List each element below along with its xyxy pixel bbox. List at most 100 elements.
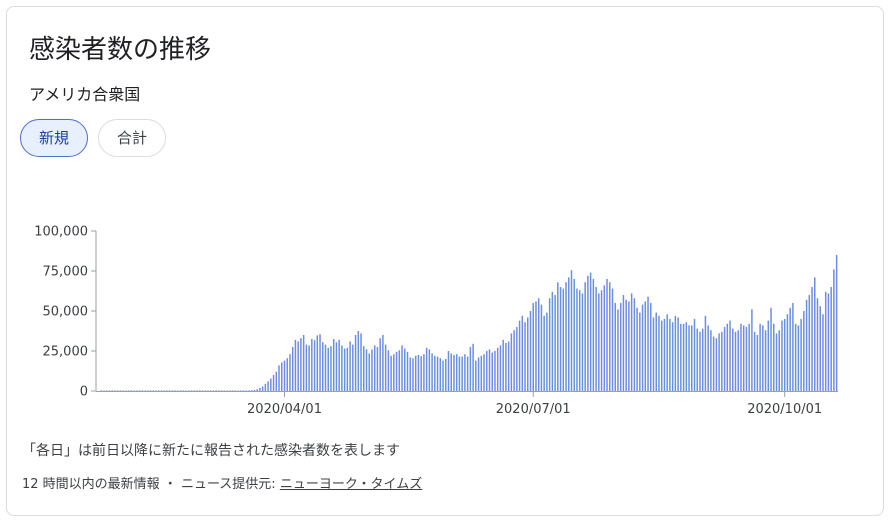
- bar: [671, 322, 674, 391]
- bar: [781, 320, 783, 391]
- bar: [641, 304, 644, 391]
- bar: [587, 275, 589, 391]
- bar: [398, 350, 401, 391]
- bar: [609, 282, 611, 391]
- bar: [111, 390, 114, 391]
- bar: [387, 350, 390, 391]
- bar: [382, 335, 384, 391]
- bar: [182, 390, 185, 391]
- bar: [431, 353, 433, 391]
- bar: [581, 293, 584, 391]
- bar: [568, 277, 570, 391]
- bar: [472, 343, 474, 391]
- bar: [759, 323, 761, 391]
- bar: [540, 304, 543, 391]
- bar: [291, 347, 294, 391]
- bar: [393, 354, 395, 391]
- bar: [737, 330, 739, 391]
- x-tick-label: 2020/04/01: [247, 402, 322, 417]
- bar: [229, 390, 231, 391]
- bar: [390, 355, 392, 391]
- bar: [499, 345, 502, 391]
- bar: [215, 390, 217, 391]
- bar: [360, 333, 362, 391]
- bar: [450, 353, 452, 391]
- bar: [622, 295, 625, 391]
- bar: [789, 307, 791, 391]
- bar: [712, 336, 715, 391]
- bar: [603, 285, 606, 391]
- bar: [655, 312, 657, 391]
- bar: [114, 390, 116, 391]
- bar: [723, 327, 726, 391]
- y-tick-label: 50,000: [43, 305, 89, 320]
- bar: [669, 319, 671, 391]
- y-tick-label: 75,000: [43, 265, 89, 280]
- bar: [518, 320, 521, 391]
- y-axis: 0 25,000 50,000 75,000 100,000: [34, 225, 97, 400]
- bar: [516, 327, 518, 391]
- bar: [425, 347, 428, 391]
- bar: [185, 390, 187, 391]
- bar: [294, 339, 297, 391]
- bar: [253, 389, 256, 391]
- bar: [231, 390, 234, 391]
- bar: [808, 295, 811, 391]
- bar: [201, 390, 204, 391]
- bar: [242, 390, 245, 391]
- bar: [614, 303, 616, 391]
- bar: [729, 320, 731, 391]
- bar: [663, 319, 666, 391]
- bar: [707, 325, 709, 391]
- bar: [488, 349, 491, 391]
- bar: [521, 315, 524, 391]
- bar: [332, 339, 335, 391]
- bar: [814, 277, 816, 391]
- bar: [557, 282, 559, 391]
- bar: [636, 307, 638, 391]
- bar: [278, 365, 280, 391]
- bar: [420, 356, 422, 391]
- bar: [647, 296, 649, 391]
- bar: [756, 335, 759, 391]
- bar: [827, 293, 830, 391]
- bar: [469, 347, 472, 391]
- bar: [800, 319, 802, 391]
- bar: [423, 354, 425, 391]
- bar: [718, 333, 720, 391]
- bar: [524, 322, 526, 391]
- bar: [833, 269, 835, 391]
- tab-new-cases[interactable]: 新規: [20, 119, 88, 157]
- bar: [281, 362, 283, 391]
- bar: [117, 390, 119, 391]
- bar: [483, 354, 485, 391]
- bar: [805, 299, 808, 391]
- bar: [125, 390, 127, 391]
- bar: [289, 354, 291, 391]
- bar: [311, 339, 313, 391]
- source-link[interactable]: ニューヨーク・タイムズ: [279, 477, 423, 492]
- bar: [401, 345, 403, 391]
- bar: [726, 323, 729, 391]
- bar: [286, 358, 288, 391]
- bar: [742, 325, 745, 391]
- bar: [218, 390, 220, 391]
- bar: [475, 360, 477, 391]
- bar: [204, 390, 206, 391]
- bar: [527, 317, 529, 391]
- bar: [136, 390, 138, 391]
- bar: [177, 390, 179, 391]
- source-prefix: 12 時間以内の最新情報 ・ ニュース提供元:: [22, 477, 280, 492]
- bar: [160, 390, 163, 391]
- bar: [158, 390, 160, 391]
- bar: [532, 303, 534, 391]
- bar: [464, 354, 466, 391]
- bar: [835, 255, 838, 391]
- tab-total-cases[interactable]: 合計: [98, 119, 166, 157]
- x-tick-label: 2020/07/01: [496, 402, 571, 417]
- bar: [704, 315, 707, 391]
- bar: [778, 330, 780, 391]
- region-subtitle: アメリカ合衆国: [29, 85, 141, 104]
- bar: [147, 390, 149, 391]
